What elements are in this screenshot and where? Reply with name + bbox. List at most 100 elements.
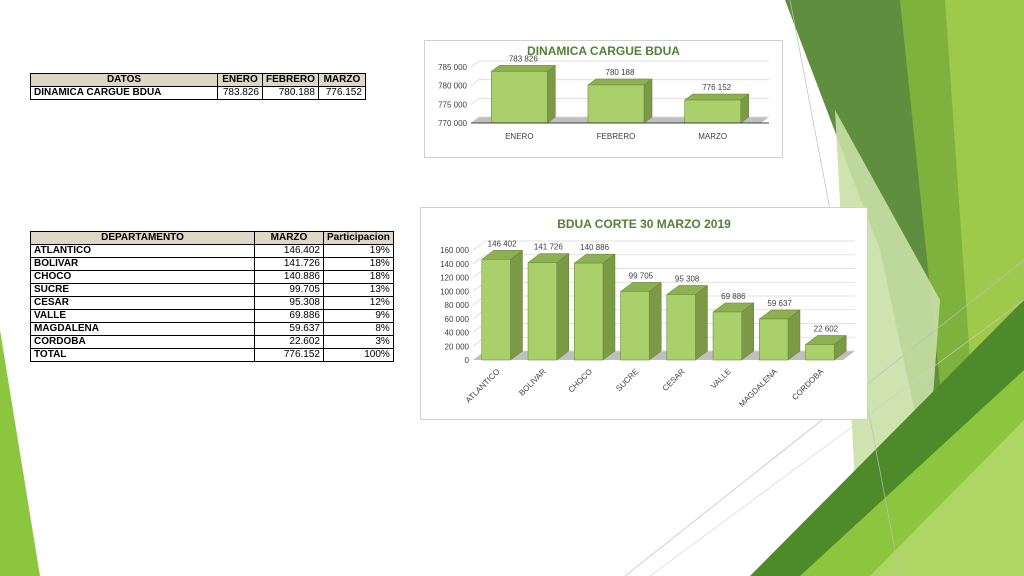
gridline [470,79,769,86]
y-tick-label: 160 000 [440,246,469,255]
departamento-name: MAGDALENA [30,322,255,336]
y-tick-label: 0 [465,356,470,365]
departamento-table-header-row: DEPARTAMENTO MARZO Participacion [30,231,394,245]
departamento-row: SUCRE 99.705 13% [30,283,394,297]
x-tick-label: ENERO [505,132,533,141]
bar-side [510,249,523,361]
departamento-participacion: 3% [323,335,394,349]
departamento-row: MAGDALENA 59.637 8% [30,322,394,336]
departamento-name: CESAR [30,296,255,310]
data-label: 69 886 [721,292,746,301]
decor-bottom-facet-top [870,420,1024,576]
y-tick-label: 120 000 [440,274,469,283]
departamento-marzo: 141.726 [254,257,324,271]
header-enero: ENERO [217,73,263,87]
value-marzo: 776.152 [317,86,366,100]
departamento-participacion: 9% [323,309,394,323]
bar-side [741,302,754,361]
gridline [472,254,855,265]
departamento-marzo: 69.886 [254,309,324,323]
bar-side [556,253,569,361]
bar [684,99,741,124]
departamento-name: ATLANTICO [30,244,255,258]
y-tick-label: 780 000 [438,82,467,91]
departamento-marzo: 776.152 [254,348,324,362]
data-label: 141 726 [534,243,563,252]
x-tick-label: ATLANTICO [464,367,502,405]
bar-top [490,65,557,72]
bar-top [683,93,750,101]
x-tick-label: CORDOBA [790,367,825,402]
departamento-marzo: 22.602 [254,335,324,349]
bar-side [648,281,662,361]
departamento-marzo: 95.308 [254,296,324,310]
dinamica-table-row: DINAMICA CARGUE BDUA 783.826 780.188 776… [30,86,366,100]
chart-bdua-corte: BDUA CORTE 30 MARZO 2019 0 20 000 40 000 60 … [420,207,868,420]
bar-top [587,78,653,86]
data-label: 780 188 [606,68,635,77]
departamento-participacion: 8% [323,322,394,336]
x-tick-label: BOLIVAR [517,367,548,398]
gridline [472,240,855,251]
bar [587,84,645,124]
chart-bdua-corte-svg: BDUA CORTE 30 MARZO 2019 0 20 000 40 000 60 … [440,217,855,409]
x-tick-label: VALLE [709,367,733,391]
chart-dinamica: DINAMICA CARGUE BDUA 770 000 775 000 780 00… [424,40,783,158]
value-febrero: 780.188 [262,86,319,100]
y-tick-label: 140 000 [440,260,469,269]
chart-dinamica-svg: DINAMICA CARGUE BDUA 770 000 775 000 780 00… [438,44,769,141]
y-tick-label: 60 000 [445,315,470,324]
data-label: 99 705 [629,271,654,280]
departamento-participacion: 12% [323,296,394,310]
y-tick-label: 775 000 [438,100,467,109]
x-tick-label: MARZO [698,132,727,141]
bar-side [602,253,616,361]
departamento-participacion: 19% [323,244,394,258]
departamento-row: CESAR 95.308 12% [30,296,394,310]
departamento-marzo: 146.402 [254,244,324,258]
departamento-marzo: 99.705 [254,283,324,297]
header-marzo: MARZO [317,73,366,87]
departamento-participacion: 18% [323,257,394,271]
chart-title: DINAMICA CARGUE BDUA [527,44,680,58]
bar-side [643,78,653,124]
y-tick-label: 20 000 [445,342,470,351]
row-label: DINAMICA CARGUE BDUA [30,86,218,100]
departamento-row: VALLE 69.886 9% [30,309,394,323]
x-tick-label: CHOCO [567,367,594,394]
y-tick-label: 785 000 [438,63,467,72]
y-tick-label: 40 000 [445,329,470,338]
departamento-row: TOTAL 776.152 100% [30,348,394,362]
departamento-participacion: 100% [323,348,394,362]
bar [712,311,743,361]
bar [527,262,558,361]
departamento-marzo: 59.637 [254,322,324,336]
departamento-name: SUCRE [30,283,255,297]
dinamica-table-header-row: DATOS ENERO FEBRERO MARZO [30,73,366,87]
x-tick-label: SUCRE [614,367,640,393]
data-label: 146 402 [488,239,517,248]
departamento-marzo: 140.886 [254,270,324,284]
decor-left-triangle [0,330,40,576]
header-departamento: DEPARTAMENTO [30,231,255,245]
y-tick-label: 80 000 [445,301,470,310]
bar [481,259,511,361]
chart-title: BDUA CORTE 30 MARZO 2019 [557,217,731,231]
departamento-row: BOLIVAR 141.726 18% [30,257,394,271]
departamento-row: CORDOBA 22.602 3% [30,335,394,349]
decor-line-3 [649,299,1024,576]
bar-side [547,64,556,124]
bar-side [695,284,708,361]
header-febrero: FEBRERO [262,73,319,87]
departamento-name: VALLE [30,309,255,323]
header-datos: DATOS [30,73,218,87]
x-tick-label: FEBRERO [597,132,636,141]
data-label: 776 152 [702,83,731,92]
bar [491,71,548,124]
departamento-name: BOLIVAR [30,257,255,271]
data-label: 59 637 [767,299,792,308]
gridline [470,116,769,124]
bar [573,262,604,361]
departamento-name: CHOCO [30,270,255,284]
bar [805,344,835,361]
